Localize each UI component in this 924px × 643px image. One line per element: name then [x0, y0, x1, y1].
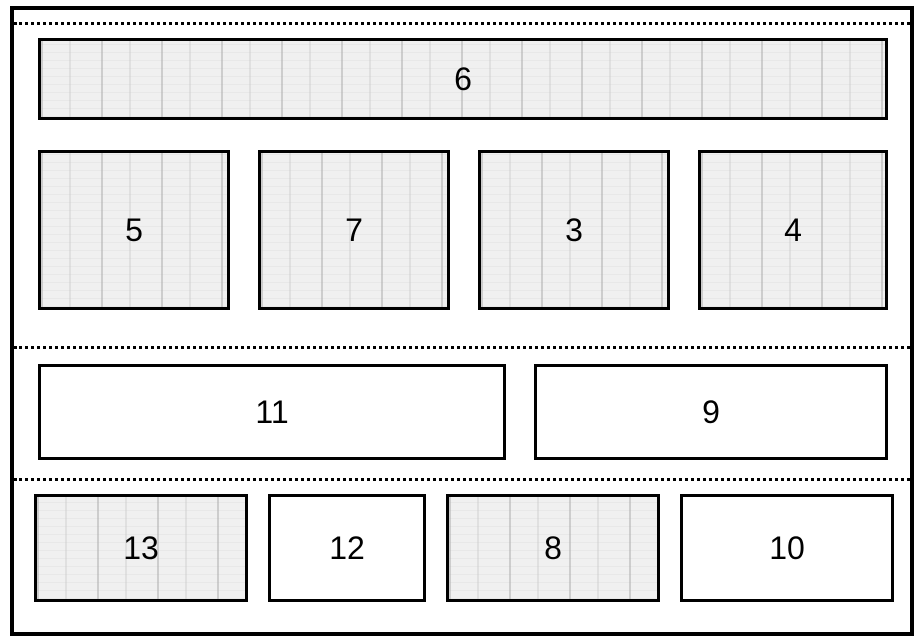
diagram-frame: 6 5 7 3 4 11 9 13 12 8 10	[10, 6, 914, 636]
block-label: 11	[255, 394, 288, 431]
block-4: 4	[698, 150, 888, 310]
block-label: 3	[565, 212, 583, 249]
block-6: 6	[38, 38, 888, 120]
divider-1	[14, 346, 910, 349]
block-11: 11	[38, 364, 506, 460]
block-13: 13	[34, 494, 248, 602]
block-7: 7	[258, 150, 450, 310]
block-label: 12	[329, 530, 365, 567]
divider-0	[14, 22, 910, 25]
block-8: 8	[446, 494, 660, 602]
block-label: 10	[769, 530, 805, 567]
block-label: 13	[123, 530, 159, 567]
block-9: 9	[534, 364, 888, 460]
block-label: 7	[345, 212, 363, 249]
block-10: 10	[680, 494, 894, 602]
block-3: 3	[478, 150, 670, 310]
block-label: 8	[544, 530, 562, 567]
block-label: 6	[454, 61, 472, 98]
block-label: 5	[125, 212, 143, 249]
block-12: 12	[268, 494, 426, 602]
block-label: 4	[784, 212, 802, 249]
block-label: 9	[702, 394, 720, 431]
block-5: 5	[38, 150, 230, 310]
divider-2	[14, 478, 910, 481]
